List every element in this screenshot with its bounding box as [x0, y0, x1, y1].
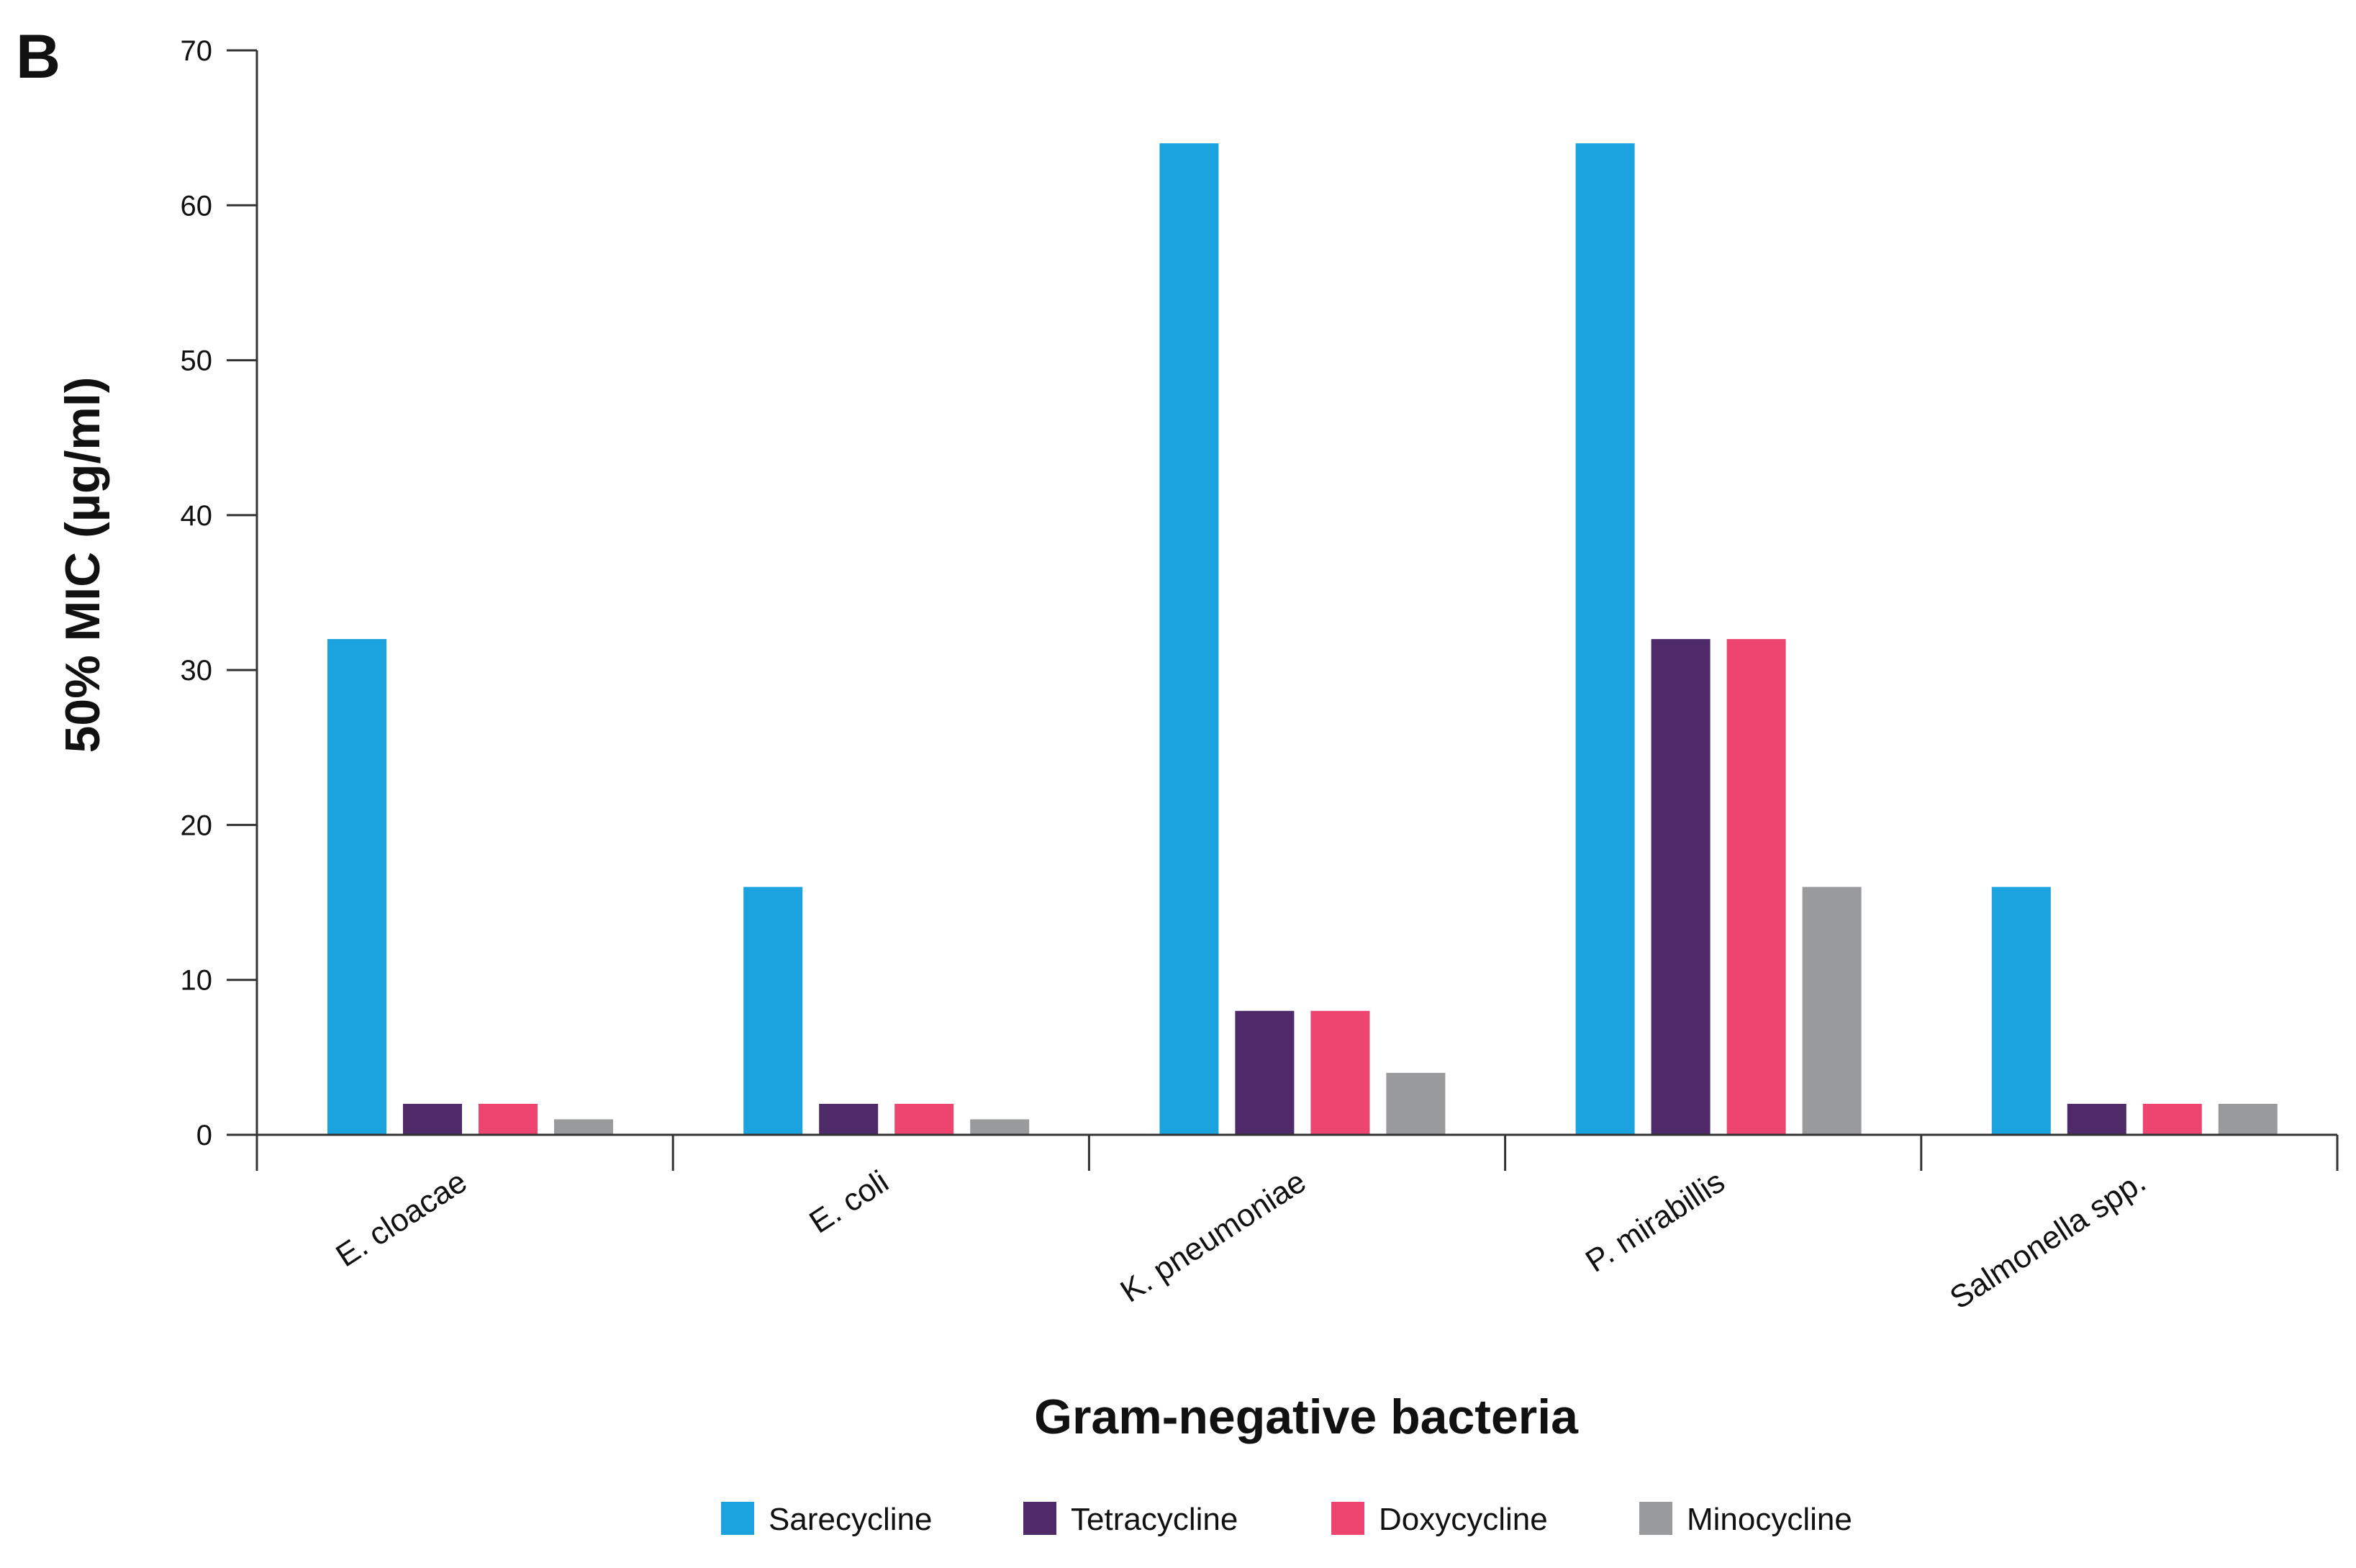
- bar-tetracycline-4: [2067, 1103, 2126, 1135]
- legend-label-tetracycline: Tetracycline: [1071, 1502, 1238, 1537]
- bar-sarecycline-1: [743, 887, 803, 1135]
- bar-doxycycline-0: [479, 1103, 538, 1135]
- bars-layer: [327, 143, 2278, 1136]
- legend-swatch-minocycline: [1639, 1502, 1672, 1535]
- y-tick-label-30: 30: [181, 655, 213, 686]
- y-tick-label-20: 20: [181, 810, 213, 841]
- bar-minocycline-0: [554, 1119, 613, 1135]
- bar-tetracycline-0: [403, 1103, 462, 1135]
- legend-label-sarecycline: Sarecycline: [769, 1502, 932, 1537]
- panel-label: B: [16, 22, 60, 91]
- y-tick-label-10: 10: [181, 965, 213, 997]
- legend-label-doxycycline: Doxycycline: [1379, 1502, 1548, 1537]
- x-category-label-0: E. cloacae: [330, 1164, 473, 1274]
- bar-minocycline-2: [1386, 1072, 1446, 1135]
- legend-label-minocycline: Minocycline: [1687, 1502, 1852, 1537]
- legend: Sarecycline Tetracycline Doxycycline Minocy…: [721, 1502, 1852, 1537]
- bar-doxycycline-4: [2142, 1103, 2202, 1135]
- bar-tetracycline-2: [1235, 1010, 1295, 1135]
- x-category-label-2: K. pneumoniae: [1115, 1164, 1313, 1309]
- y-tick-label-40: 40: [181, 500, 213, 532]
- bar-doxycycline-1: [894, 1103, 954, 1135]
- bar-minocycline-4: [2218, 1103, 2278, 1135]
- bar-doxycycline-2: [1310, 1010, 1370, 1135]
- x-category-label-1: E. coli: [803, 1164, 894, 1240]
- bar-minocycline-1: [970, 1119, 1030, 1135]
- x-category-label-3: P. mirabillis: [1580, 1164, 1731, 1279]
- y-axis-title: 50% MIC (µg/ml): [55, 377, 110, 753]
- legend-swatch-tetracycline: [1023, 1502, 1056, 1535]
- y-tick-label-70: 70: [181, 35, 213, 67]
- x-categories-layer: E. cloacae E. coli K. pneumoniae P. mirabil…: [330, 1164, 2152, 1316]
- bar-tetracycline-1: [819, 1103, 879, 1135]
- y-tick-label-0: 0: [196, 1120, 212, 1151]
- bar-sarecycline-2: [1159, 143, 1219, 1136]
- y-ticks-layer: 0 10 20 30 40 50 60 70: [181, 35, 257, 1151]
- bar-sarecycline-4: [1991, 887, 2051, 1135]
- bar-doxycycline-3: [1726, 639, 1786, 1135]
- y-tick-label-60: 60: [181, 190, 213, 222]
- bar-sarecycline-3: [1575, 143, 1635, 1136]
- bar-tetracycline-3: [1651, 639, 1711, 1135]
- x-axis-title: Gram-negative bacteria: [1034, 1390, 1579, 1444]
- bar-sarecycline-0: [327, 639, 386, 1135]
- y-tick-label-50: 50: [181, 345, 213, 377]
- bar-minocycline-3: [1802, 887, 1862, 1135]
- axes-layer: [255, 50, 2339, 1171]
- legend-swatch-doxycycline: [1331, 1502, 1364, 1535]
- legend-swatch-sarecycline: [721, 1502, 754, 1535]
- x-category-label-4: Salmonella spp.: [1944, 1164, 2152, 1316]
